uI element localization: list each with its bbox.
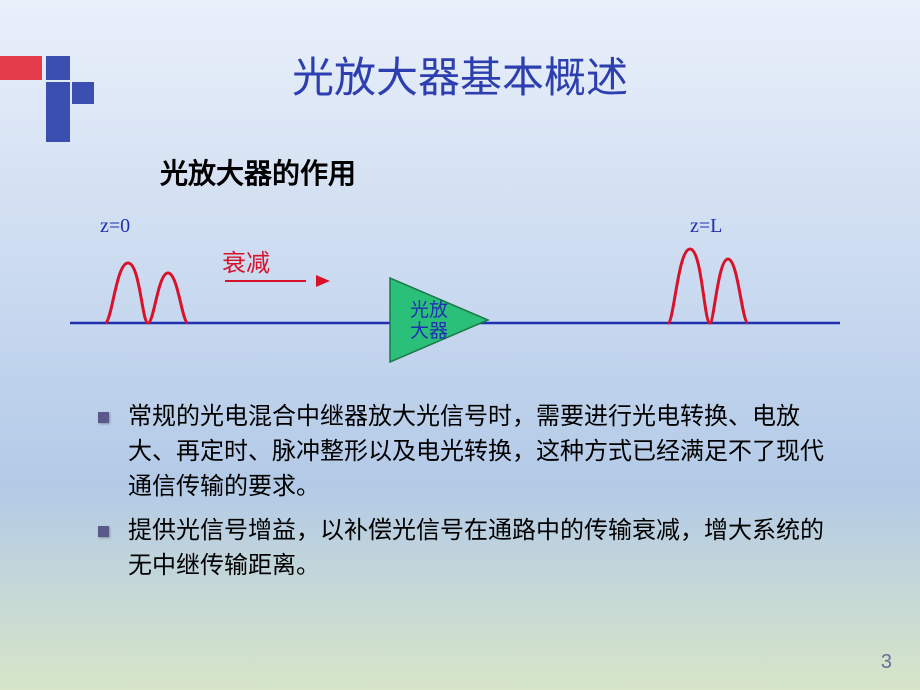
amplifier-diagram: z=0 z=L 衰减 光放 大器 bbox=[70, 215, 850, 365]
diagram-svg bbox=[70, 215, 850, 365]
amplifier-label-line2: 大器 bbox=[410, 322, 448, 343]
attenuation-arrow-head bbox=[316, 275, 330, 287]
bullet-item: 常规的光电混合中继器放大光信号时，需要进行光电转换、电放大、再定时、脉冲整形以及… bbox=[94, 400, 834, 504]
slide-subtitle: 光放大器的作用 bbox=[160, 152, 356, 192]
bullet-text: 提供光信号增益，以补偿光信号在通路中的传输衰减，增大系统的无中继传输距离。 bbox=[128, 518, 824, 579]
pulse-right bbox=[668, 249, 748, 323]
slide-subtitle-text: 光放大器的作用 bbox=[160, 158, 356, 189]
slide-title: 光放大器基本概述 bbox=[0, 44, 920, 105]
bullet-list: 常规的光电混合中继器放大光信号时，需要进行光电转换、电放大、再定时、脉冲整形以及… bbox=[94, 400, 834, 594]
bullet-item: 提供光信号增益，以补偿光信号在通路中的传输衰减，增大系统的无中继传输距离。 bbox=[94, 514, 834, 584]
slide-title-text: 光放大器基本概述 bbox=[292, 56, 628, 102]
pulse-left bbox=[105, 263, 188, 323]
page-number-text: 3 bbox=[881, 651, 892, 673]
amplifier-label: 光放 大器 bbox=[410, 301, 448, 343]
bullet-text: 常规的光电混合中继器放大光信号时，需要进行光电转换、电放大、再定时、脉冲整形以及… bbox=[128, 404, 824, 500]
amplifier-label-line1: 光放 bbox=[410, 301, 448, 322]
page-number: 3 bbox=[881, 651, 892, 674]
